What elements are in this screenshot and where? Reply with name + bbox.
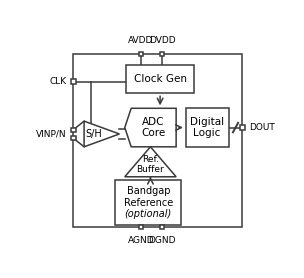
Text: AGND: AGND — [127, 236, 154, 245]
Bar — [139, 51, 143, 56]
Bar — [160, 51, 164, 56]
Bar — [126, 65, 194, 93]
Text: DOUT: DOUT — [249, 123, 275, 132]
Bar — [73, 54, 243, 227]
Bar — [71, 128, 75, 132]
Text: Digital
Logic: Digital Logic — [190, 117, 224, 138]
Bar — [115, 180, 181, 225]
Bar — [160, 225, 164, 229]
Text: S/H: S/H — [85, 129, 102, 139]
Text: Ref.
Buffer: Ref. Buffer — [136, 155, 164, 174]
Text: VINP/N: VINP/N — [36, 130, 67, 138]
Bar — [139, 225, 143, 229]
Text: DVDD: DVDD — [149, 36, 175, 45]
Text: Bandgap
Reference: Bandgap Reference — [124, 186, 173, 208]
Text: AVDD: AVDD — [128, 36, 154, 45]
Polygon shape — [125, 108, 176, 147]
Bar — [240, 125, 245, 130]
Text: DGND: DGND — [148, 236, 176, 245]
Text: ADC
Core: ADC Core — [142, 117, 166, 138]
Polygon shape — [84, 121, 119, 147]
Polygon shape — [125, 147, 176, 177]
Bar — [71, 80, 75, 84]
Bar — [71, 136, 75, 140]
Bar — [186, 108, 229, 147]
Text: (optional): (optional) — [125, 209, 172, 219]
Text: Clock Gen: Clock Gen — [133, 75, 187, 85]
Text: CLK: CLK — [50, 77, 67, 86]
